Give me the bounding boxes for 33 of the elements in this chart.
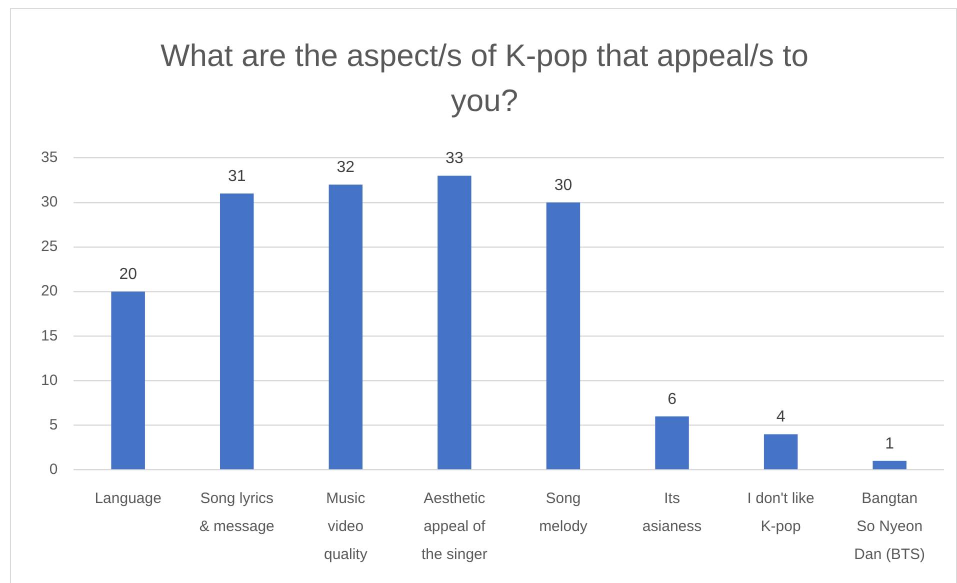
x-tick-label: Its asianess bbox=[642, 490, 702, 536]
bar bbox=[438, 176, 472, 470]
x-tick-label: Aesthetic appeal of the singer bbox=[422, 490, 488, 564]
y-tick-label: 0 bbox=[49, 460, 58, 478]
bar bbox=[220, 194, 254, 470]
data-label: 6 bbox=[668, 390, 677, 408]
x-tick-label: I don't like K-pop bbox=[747, 490, 814, 536]
y-tick-label: 20 bbox=[40, 282, 58, 300]
y-tick-label: 10 bbox=[40, 372, 58, 389]
x-tick-label: Language bbox=[94, 490, 162, 508]
bar bbox=[872, 460, 906, 470]
bar bbox=[328, 184, 363, 470]
data-label: 32 bbox=[336, 159, 355, 176]
y-tick-label: 15 bbox=[40, 327, 58, 344]
chart-title: What are the aspect/s of K-pop that appeal/s to you? bbox=[160, 38, 808, 118]
bar bbox=[546, 202, 580, 470]
data-label: 1 bbox=[885, 435, 894, 452]
data-label: 4 bbox=[776, 408, 786, 426]
y-tick-label: 35 bbox=[40, 149, 58, 166]
data-label: 33 bbox=[446, 150, 464, 168]
data-label: 20 bbox=[119, 266, 138, 283]
bar bbox=[111, 292, 145, 470]
x-tick-label: Song melody bbox=[539, 490, 588, 536]
y-tick-label: 30 bbox=[40, 194, 58, 211]
y-tick-label: 5 bbox=[49, 416, 58, 434]
bar bbox=[655, 416, 689, 470]
x-tick-label: Bangtan So Nyeon Dan (BTS) bbox=[854, 490, 926, 564]
x-tick-label: Music video quality bbox=[324, 490, 368, 564]
y-tick-label: 25 bbox=[40, 238, 58, 256]
bar bbox=[764, 434, 798, 470]
data-label: 30 bbox=[554, 176, 572, 194]
data-label: 31 bbox=[228, 168, 246, 185]
x-tick-label: Song lyrics & message bbox=[199, 490, 274, 536]
